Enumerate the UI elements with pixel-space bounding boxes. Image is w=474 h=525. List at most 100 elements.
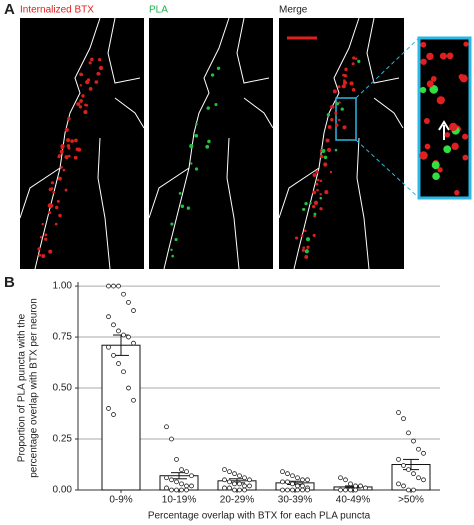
data-point — [111, 353, 116, 358]
data-point — [237, 481, 242, 487]
punctum — [170, 248, 173, 252]
punctum — [304, 229, 307, 233]
data-point — [242, 483, 247, 489]
panel-label: B — [4, 274, 15, 291]
punctum — [78, 105, 83, 109]
punctum — [319, 179, 323, 183]
punctum — [170, 222, 174, 226]
punctum — [323, 162, 328, 167]
punctum — [351, 88, 356, 92]
punctum — [67, 117, 71, 121]
punctum — [424, 143, 431, 150]
punctum — [50, 187, 54, 190]
punctum — [313, 212, 317, 216]
data-point — [305, 487, 310, 493]
data-point — [232, 481, 237, 487]
data-point — [285, 479, 290, 485]
data-point — [295, 483, 300, 489]
data-point — [116, 361, 121, 366]
data-point — [353, 487, 358, 493]
punctum — [419, 86, 427, 94]
punctum — [463, 41, 469, 47]
punctum — [94, 80, 99, 84]
punctum — [326, 147, 332, 153]
punctum — [419, 151, 428, 160]
punctum — [190, 162, 193, 165]
zoom-box — [335, 97, 357, 141]
punctum — [88, 86, 93, 91]
punctum — [315, 170, 319, 174]
data-point — [222, 485, 227, 491]
data-point — [164, 475, 169, 481]
data-point — [179, 467, 184, 473]
punctum — [44, 237, 48, 241]
punctum — [321, 148, 326, 153]
punctum — [79, 99, 83, 103]
data-point — [290, 481, 295, 487]
punctum — [335, 102, 340, 106]
punctum — [311, 204, 316, 209]
data-point — [242, 475, 247, 481]
punctum — [44, 233, 48, 237]
punctum — [331, 105, 335, 109]
punctum — [323, 155, 328, 160]
x-tick-label: 20-29% — [220, 495, 255, 506]
punctum — [312, 173, 317, 177]
punctum — [57, 176, 62, 181]
punctum — [70, 139, 74, 144]
data-point — [169, 477, 174, 483]
punctum — [38, 253, 42, 257]
data-point — [184, 483, 189, 489]
punctum — [189, 143, 194, 149]
punctum — [90, 57, 94, 62]
punctum — [73, 155, 78, 160]
data-point — [126, 385, 131, 391]
image-title: Internalized BTX — [20, 5, 94, 16]
punctum — [48, 203, 54, 208]
data-point — [406, 430, 411, 436]
punctum — [57, 154, 61, 158]
y-tick-label: 0.00 — [53, 485, 73, 496]
punctum — [319, 154, 324, 159]
punctum — [52, 191, 56, 194]
punctum — [458, 73, 465, 80]
punctum — [420, 41, 427, 48]
punctum — [324, 190, 329, 195]
punctum — [171, 254, 175, 258]
data-point — [106, 406, 111, 411]
punctum — [426, 52, 434, 61]
image — [149, 18, 273, 269]
micrographs — [19, 17, 472, 270]
punctum — [47, 211, 52, 215]
data-point — [111, 283, 116, 289]
punctum — [316, 188, 319, 192]
data-point — [295, 487, 300, 493]
y-tick-label: 0.25 — [53, 434, 73, 445]
punctum — [60, 144, 65, 149]
data-point — [121, 291, 126, 297]
punctum — [340, 107, 344, 111]
data-point — [406, 487, 411, 493]
punctum — [39, 236, 43, 239]
punctum — [332, 89, 337, 94]
data-point — [116, 328, 121, 334]
punctum — [83, 110, 88, 115]
punctum — [462, 133, 469, 140]
punctum — [62, 168, 66, 172]
panel-label: A — [4, 1, 15, 18]
data-point — [131, 308, 136, 313]
punctum — [319, 196, 323, 200]
punctum — [420, 58, 427, 65]
data-point — [232, 487, 237, 493]
punctum — [74, 138, 78, 143]
punctum — [77, 147, 82, 152]
y-tick-label: 0.75 — [53, 332, 73, 343]
data-point — [411, 471, 416, 477]
y-tick-label: 0.50 — [53, 383, 73, 394]
punctum — [79, 84, 82, 87]
punctum — [80, 73, 84, 76]
punctum — [423, 118, 430, 124]
data-point — [106, 314, 111, 320]
data-point — [363, 485, 368, 491]
punctum — [305, 237, 311, 242]
